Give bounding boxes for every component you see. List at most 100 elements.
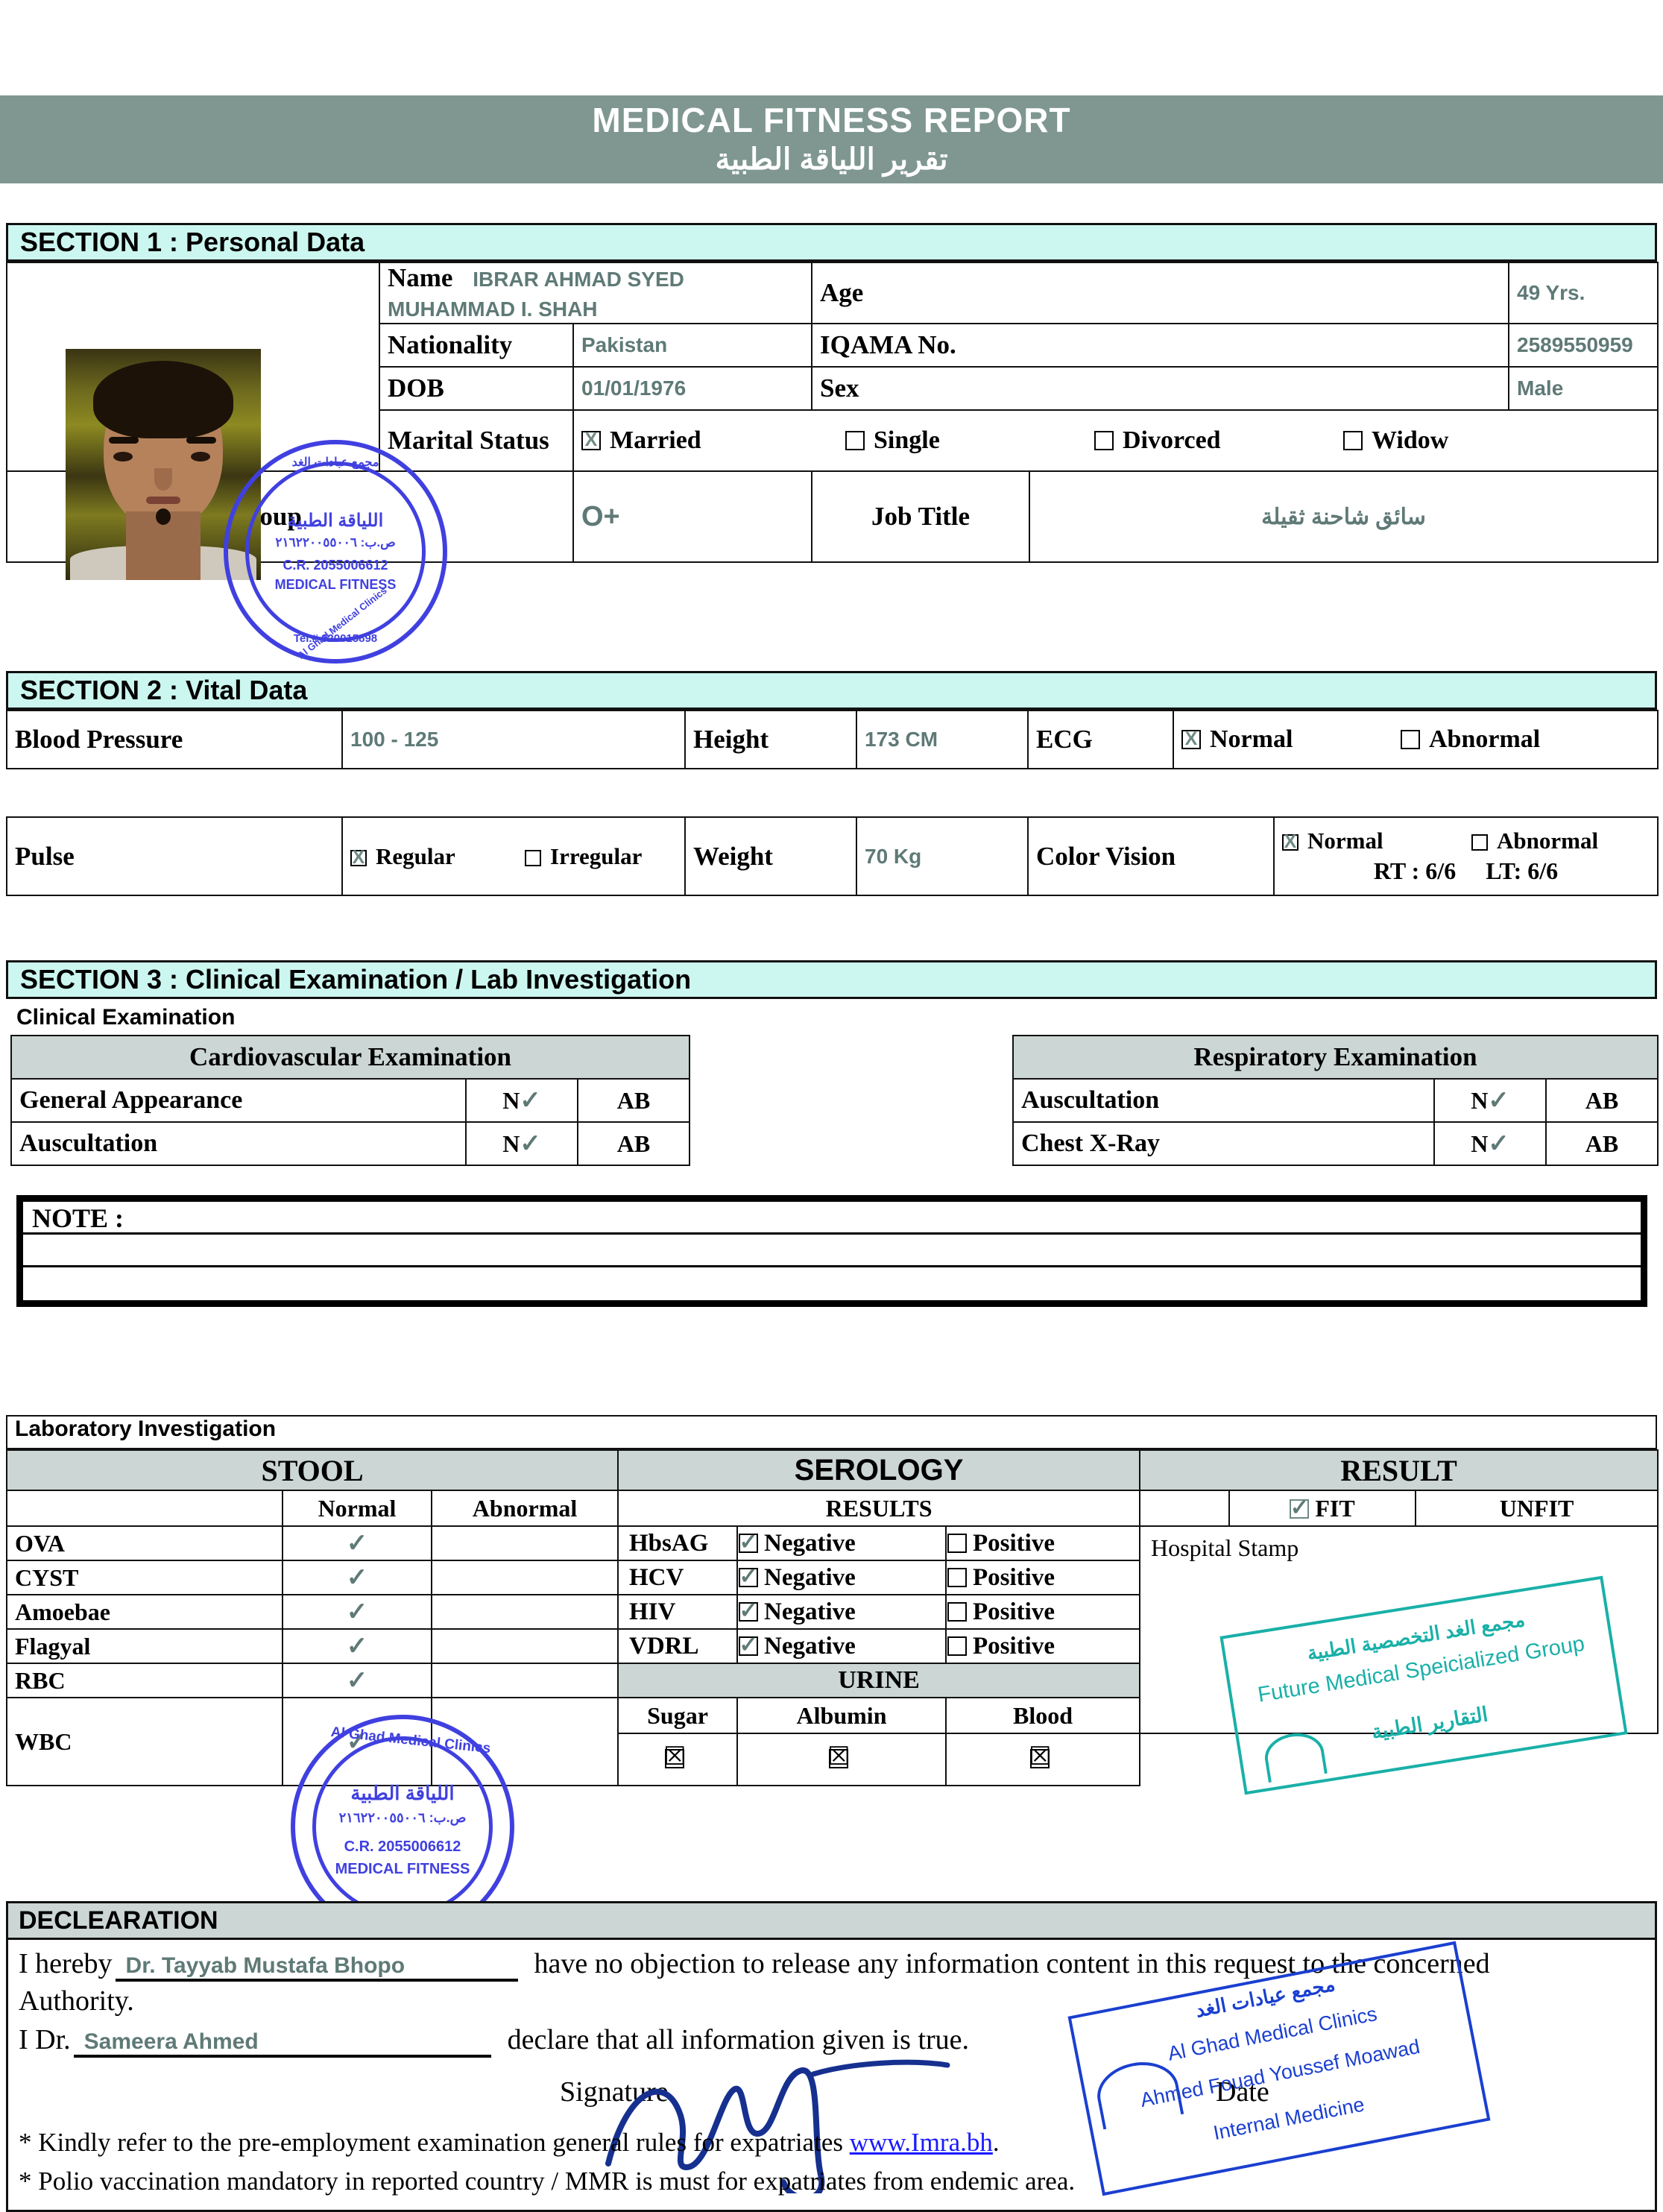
note-line-1[interactable] bbox=[23, 1235, 1641, 1267]
pulse-option-irregular[interactable]: Irregular bbox=[525, 843, 642, 869]
checkbox-urine-blood-icon[interactable] bbox=[1029, 1745, 1051, 1770]
vision-rt-value: RT : 6/6 bbox=[1373, 857, 1457, 884]
date-label: Date bbox=[1216, 2076, 1269, 2108]
checkbox-single-icon[interactable] bbox=[845, 431, 865, 450]
checkbox-vdrl-negative-icon[interactable] bbox=[739, 1636, 759, 1656]
checkbox-hcv-positive-icon[interactable] bbox=[947, 1567, 968, 1587]
report-title-banner: MEDICAL FITNESS REPORT تقرير اللياقة الط… bbox=[0, 95, 1663, 183]
checkbox-divorced-icon[interactable] bbox=[1094, 431, 1114, 450]
stamp-outer-arabic: مجمع عبادات الغد bbox=[291, 456, 379, 469]
urine-value-sugar[interactable] bbox=[617, 1733, 739, 1786]
sex-label: Sex bbox=[811, 366, 1510, 411]
note-line-2[interactable] bbox=[23, 1267, 1641, 1300]
checkbox-color-vision-normal-icon[interactable] bbox=[1282, 834, 1298, 851]
serology-row-0-positive[interactable]: Positive bbox=[945, 1525, 1141, 1561]
stamp-2-line-title: MEDICAL FITNESS bbox=[335, 1861, 470, 1877]
checkbox-urine-albumin-icon[interactable] bbox=[827, 1745, 850, 1770]
stool-row-1-abnormal[interactable] bbox=[430, 1560, 619, 1595]
stool-row-1-normal[interactable]: ✓ bbox=[282, 1560, 432, 1595]
serology-row-2-name: HIV bbox=[617, 1594, 739, 1630]
stamp-line-cr: C.R. 2055006612 bbox=[283, 558, 388, 573]
stool-row-3-abnormal[interactable] bbox=[430, 1628, 619, 1664]
stool-row-2-name: Amoebae bbox=[6, 1594, 283, 1630]
respiratory-examination-table: Respiratory Examination Auscultation N✓ … bbox=[1012, 1035, 1659, 1166]
checkbox-urine-sugar-icon[interactable] bbox=[663, 1745, 686, 1770]
handwritten-signature bbox=[605, 2059, 950, 2193]
checkbox-vdrl-positive-icon[interactable] bbox=[947, 1636, 968, 1656]
ecg-option-normal[interactable]: Normal bbox=[1181, 725, 1398, 754]
stamp-line-arabic: اللياقة الطبية bbox=[287, 511, 384, 531]
resp-row-1-name: Chest X-Ray bbox=[1012, 1121, 1435, 1166]
checkbox-hcv-negative-icon[interactable] bbox=[739, 1567, 759, 1587]
lab-title: Laboratory Investigation bbox=[6, 1415, 1657, 1449]
stool-row-4-name: RBC bbox=[6, 1663, 283, 1698]
stool-row-2-abnormal[interactable] bbox=[430, 1594, 619, 1630]
result-unfit-cell[interactable]: UNFIT bbox=[1415, 1490, 1659, 1527]
pulse-label-regular: Regular bbox=[376, 842, 455, 869]
marital-option-married[interactable]: Married bbox=[581, 426, 842, 455]
urine-value-albumin[interactable] bbox=[736, 1733, 947, 1786]
imra-link[interactable]: www.Imra.bh bbox=[849, 2128, 993, 2157]
footnote-1-text: * Kindly refer to the pre-employment exa… bbox=[19, 2128, 850, 2157]
declaration-line1-post: have no objection to release any informa… bbox=[534, 1948, 1490, 1979]
checkbox-ecg-abnormal-icon[interactable] bbox=[1401, 730, 1420, 749]
cardio-row-0-normal[interactable]: N✓ bbox=[465, 1078, 578, 1123]
resp-row-0-normal[interactable]: N✓ bbox=[1433, 1078, 1547, 1123]
marital-option-widow[interactable]: Widow bbox=[1343, 426, 1448, 455]
checkbox-hiv-positive-icon[interactable] bbox=[947, 1601, 968, 1622]
checkbox-ecg-normal-icon[interactable] bbox=[1181, 730, 1201, 749]
color-vision-option-abnormal[interactable]: Abnormal bbox=[1471, 828, 1598, 854]
resp-row-0-abnormal[interactable]: AB bbox=[1545, 1078, 1659, 1123]
serology-results-header: RESULTS bbox=[617, 1490, 1141, 1527]
marital-option-single[interactable]: Single bbox=[845, 426, 1091, 455]
declaration-doctor-name-2[interactable]: Sameera Ahmed bbox=[83, 2029, 259, 2054]
serology-row-3-negative[interactable]: Negative bbox=[736, 1628, 947, 1664]
cardio-title: Cardiovascular Examination bbox=[10, 1035, 690, 1080]
stool-row-2-normal[interactable]: ✓ bbox=[282, 1594, 432, 1630]
color-vision-option-normal[interactable]: Normal bbox=[1282, 828, 1468, 854]
cardio-row-0-abnormal[interactable]: AB bbox=[577, 1078, 690, 1123]
result-fit-cell[interactable]: FIT bbox=[1228, 1490, 1417, 1527]
declaration-body: I hereby Dr. Tayyab Mustafa Bhopo have n… bbox=[6, 1940, 1657, 2212]
dob-value: 01/01/1976 bbox=[572, 366, 813, 411]
photo-eye-right bbox=[191, 452, 210, 461]
checkbox-pulse-irregular-icon[interactable] bbox=[525, 849, 541, 866]
checkbox-hbsag-negative-icon[interactable] bbox=[739, 1533, 759, 1553]
stool-row-0-normal[interactable]: ✓ bbox=[282, 1525, 432, 1561]
serology-row-0-negative[interactable]: Negative bbox=[736, 1525, 947, 1561]
urine-value-blood[interactable] bbox=[945, 1733, 1141, 1786]
serology-row-2-negative[interactable]: Negative bbox=[736, 1594, 947, 1630]
checkbox-widow-icon[interactable] bbox=[1343, 431, 1363, 450]
checkbox-hbsag-positive-icon[interactable] bbox=[947, 1533, 968, 1553]
pulse-label: Pulse bbox=[6, 816, 343, 896]
checkbox-married-icon[interactable] bbox=[581, 431, 601, 450]
fit-label: FIT bbox=[1315, 1494, 1355, 1522]
resp-row-1-abnormal[interactable]: AB bbox=[1545, 1121, 1659, 1166]
declaration-doctor-name-1[interactable]: Dr. Tayyab Mustafa Bhopo bbox=[125, 1953, 406, 1978]
serology-row-1-negative[interactable]: Negative bbox=[736, 1560, 947, 1595]
serology-row-2-positive[interactable]: Positive bbox=[945, 1594, 1141, 1630]
ecg-option-abnormal[interactable]: Abnormal bbox=[1401, 725, 1540, 753]
checkbox-pulse-regular-icon[interactable] bbox=[350, 849, 367, 866]
serology-row-1-positive[interactable]: Positive bbox=[945, 1560, 1141, 1595]
checkbox-fit-icon[interactable] bbox=[1290, 1499, 1310, 1519]
note-box[interactable]: NOTE : bbox=[16, 1195, 1647, 1307]
cardio-row-0-n-label: N bbox=[502, 1087, 520, 1114]
table-row-nationality: Nationality Pakistan IQAMA No. 258955095… bbox=[7, 323, 1659, 368]
checkbox-hiv-negative-icon[interactable] bbox=[739, 1601, 759, 1622]
resp-header-row: Respiratory Examination bbox=[1012, 1035, 1659, 1080]
stool-row-0-abnormal[interactable] bbox=[430, 1525, 619, 1561]
serology-row-3-positive[interactable]: Positive bbox=[945, 1628, 1141, 1664]
cardio-row-1-normal[interactable]: N✓ bbox=[465, 1121, 578, 1166]
stool-row-3-normal[interactable]: ✓ bbox=[282, 1628, 432, 1664]
pulse-label-irregular: Irregular bbox=[550, 842, 643, 869]
checkbox-color-vision-abnormal-icon[interactable] bbox=[1471, 834, 1488, 851]
pulse-option-regular[interactable]: Regular bbox=[350, 843, 522, 870]
urine-col-albumin: Albumin bbox=[736, 1697, 947, 1734]
resp-row-1-normal[interactable]: N✓ bbox=[1433, 1121, 1547, 1166]
ecg-label-abnormal: Abnormal bbox=[1429, 725, 1541, 753]
stool-row-4-normal[interactable]: ✓ bbox=[282, 1663, 432, 1698]
cardio-row-1-abnormal[interactable]: AB bbox=[577, 1121, 690, 1166]
stool-row-4-abnormal[interactable] bbox=[430, 1663, 619, 1698]
marital-option-divorced[interactable]: Divorced bbox=[1094, 426, 1340, 455]
